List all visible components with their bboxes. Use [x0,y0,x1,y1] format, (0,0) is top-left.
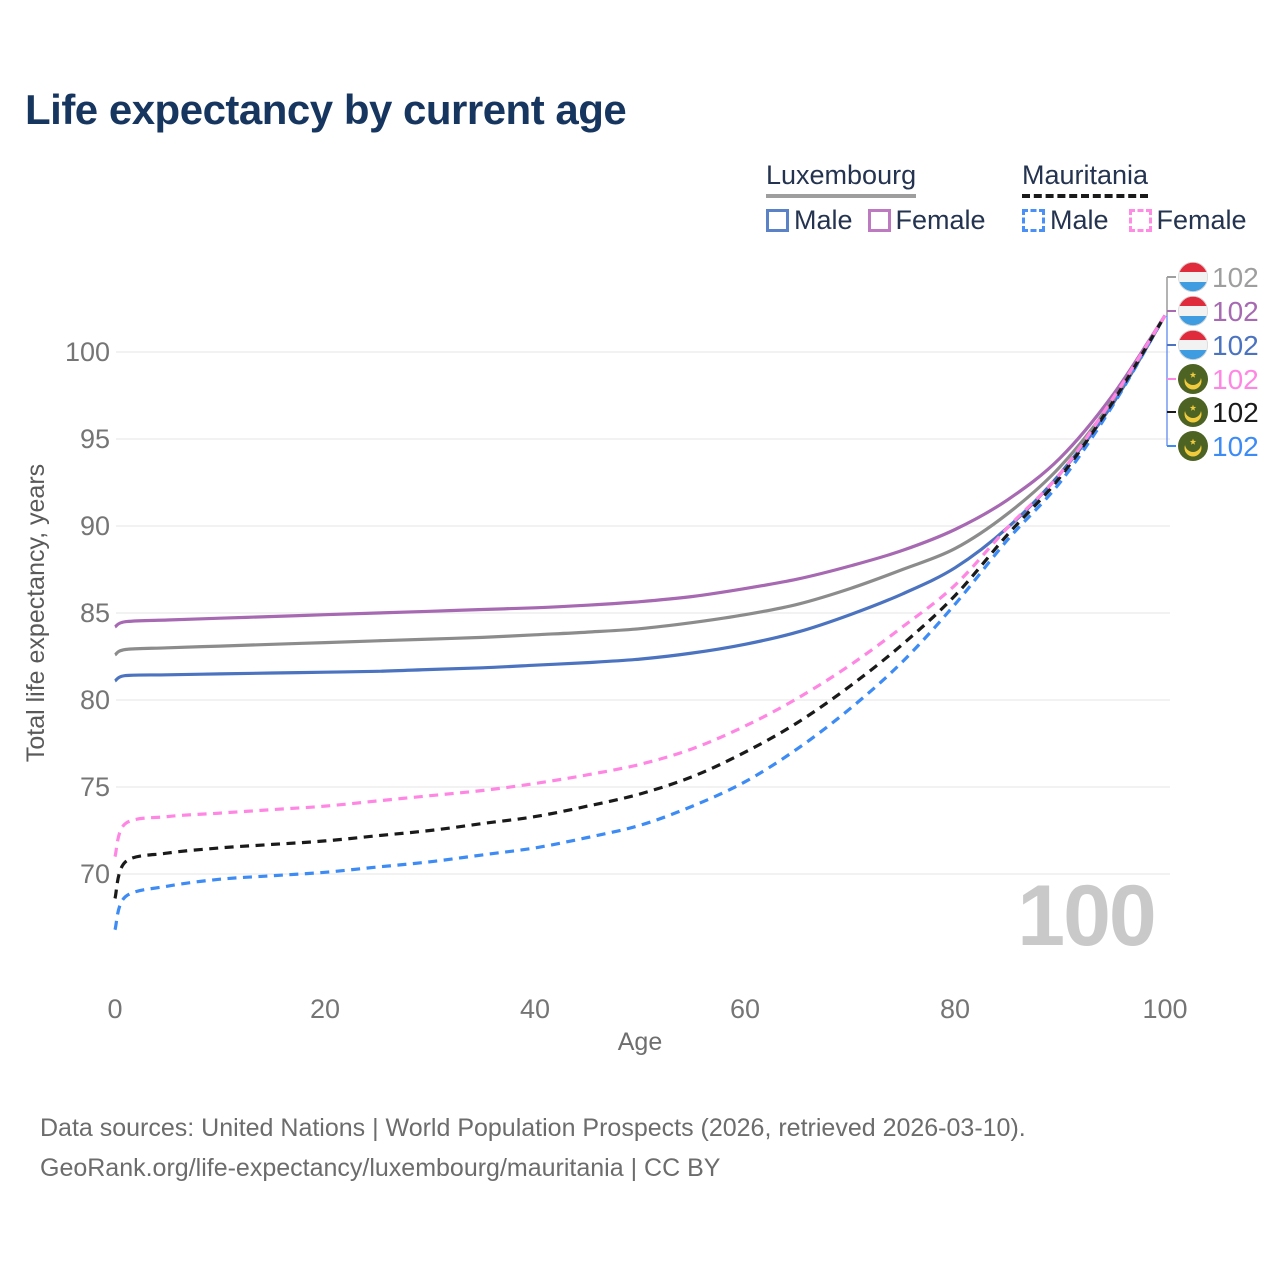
watermark-age-counter: 100 [1017,868,1155,964]
x-tick-label: 40 [520,994,550,1024]
legend-group-luxembourg: Luxembourg Male Female [766,160,986,236]
x-tick-label: 80 [940,994,970,1024]
series-end-value-label: 102 [1212,262,1259,293]
series-end-value-label: 102 [1212,330,1259,361]
series-end-value-label: 102 [1212,431,1259,462]
y-tick-label: 70 [80,859,110,889]
legend-swatch-luxembourg-female-icon [867,209,891,232]
legend-item-luxembourg-male[interactable]: Male [766,205,853,236]
series-end-value-label: 102 [1212,397,1259,428]
x-tick-label: 20 [310,994,340,1024]
series-end-value-label: 102 [1212,296,1259,327]
x-tick-label: 100 [1142,994,1187,1024]
legend-item-label: Male [1050,205,1109,235]
series-line-mauritania-female[interactable] [113,314,1167,858]
legend-group-mauritania: Mauritania Male Female [1022,160,1247,236]
attribution-line: GeoRank.org/life-expectancy/luxembourg/m… [40,1154,721,1182]
mauritania-flag-icon [1178,431,1208,461]
legend-swatch-mauritania-female-icon [1128,209,1152,232]
y-tick-label: 100 [65,337,110,367]
y-axis-title: Total life expectancy, years [22,464,50,762]
series-line-mauritania-male[interactable] [113,314,1167,931]
y-tick-label: 80 [80,685,110,715]
legend-item-mauritania-female[interactable]: Female [1128,205,1247,236]
legend-group-title-luxembourg: Luxembourg [766,160,917,198]
series-line-mauritania-both[interactable] [113,314,1167,899]
luxembourg-flag-icon [1177,329,1209,361]
data-sources-line: Data sources: United Nations | World Pop… [40,1114,1026,1142]
line-chart-canvas: 100 70 75 80 85 90 95 100 0 20 40 60 80 100 Age Total l… [22,261,1259,1056]
legend-group-title-mauritania: Mauritania [1022,160,1149,198]
x-tick-label: 0 [107,994,122,1024]
mauritania-flag-icon [1178,364,1208,394]
y-tick-label: 95 [80,424,110,454]
legend-item-mauritania-male[interactable]: Male [1022,205,1109,236]
series-end-value-label: 102 [1212,364,1259,395]
mauritania-flag-icon [1178,397,1208,427]
legend-item-luxembourg-female[interactable]: Female [867,205,986,236]
page-title: Life expectancy by current age [25,86,627,133]
luxembourg-flag-icon [1177,261,1209,293]
legend-item-label: Female [1156,205,1247,235]
x-axis-title: Age [618,1028,662,1056]
chart-footer: Data sources: United Nations | World Pop… [40,1108,1026,1188]
x-tick-label: 60 [730,994,760,1024]
y-tick-label: 85 [80,598,110,628]
y-tick-label: 90 [80,511,110,541]
legend-item-label: Male [794,205,853,235]
series-line-luxembourg-female[interactable] [114,314,1167,629]
legend-item-label: Female [895,205,986,235]
legend-swatch-mauritania-male-icon [1022,209,1045,232]
series-line-luxembourg-both[interactable] [114,314,1167,657]
luxembourg-flag-icon [1177,295,1209,327]
y-tick-label: 75 [80,772,110,802]
legend-swatch-luxembourg-male-icon [766,209,789,232]
